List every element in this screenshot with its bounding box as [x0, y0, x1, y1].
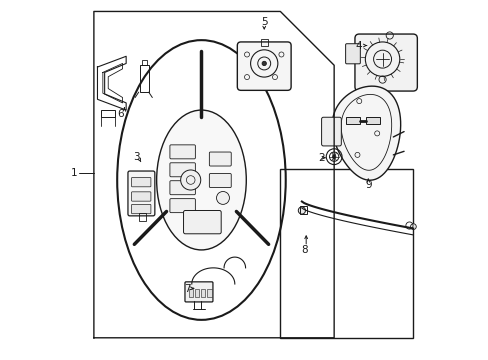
Ellipse shape	[156, 110, 246, 250]
Circle shape	[187, 213, 201, 226]
FancyBboxPatch shape	[128, 171, 155, 216]
FancyBboxPatch shape	[209, 174, 231, 188]
Polygon shape	[365, 117, 379, 125]
Bar	[260, 39, 267, 45]
FancyBboxPatch shape	[169, 163, 195, 177]
FancyBboxPatch shape	[183, 211, 221, 234]
FancyBboxPatch shape	[131, 204, 151, 214]
Bar	[207, 289, 211, 297]
Text: 6: 6	[117, 109, 124, 119]
Bar	[280, 169, 412, 338]
Text: 2: 2	[318, 153, 324, 163]
Bar	[300, 206, 306, 214]
Circle shape	[298, 207, 305, 214]
Text: 9: 9	[364, 180, 371, 190]
Bar	[142, 60, 146, 65]
Circle shape	[410, 224, 415, 229]
Text: 1: 1	[71, 168, 77, 178]
FancyBboxPatch shape	[345, 44, 360, 64]
Circle shape	[216, 192, 229, 204]
FancyBboxPatch shape	[237, 42, 290, 90]
FancyBboxPatch shape	[169, 145, 195, 159]
Text: 3: 3	[133, 152, 139, 162]
FancyBboxPatch shape	[169, 199, 195, 213]
Circle shape	[262, 61, 266, 66]
Bar	[139, 213, 145, 221]
FancyBboxPatch shape	[321, 117, 341, 146]
Text: 8: 8	[301, 245, 307, 255]
Bar	[140, 65, 148, 92]
Text: 4: 4	[354, 41, 361, 50]
FancyBboxPatch shape	[169, 181, 195, 195]
Bar	[188, 289, 193, 297]
FancyBboxPatch shape	[354, 34, 416, 91]
Circle shape	[180, 170, 201, 190]
Circle shape	[332, 155, 335, 158]
FancyBboxPatch shape	[131, 177, 151, 187]
FancyBboxPatch shape	[209, 152, 231, 166]
Text: 5: 5	[261, 17, 267, 27]
Bar	[101, 110, 115, 117]
Text: 7: 7	[183, 284, 190, 294]
FancyBboxPatch shape	[184, 282, 212, 302]
Bar	[201, 289, 205, 297]
FancyBboxPatch shape	[131, 192, 151, 201]
Polygon shape	[345, 117, 359, 125]
Polygon shape	[331, 86, 400, 180]
Bar	[195, 289, 199, 297]
